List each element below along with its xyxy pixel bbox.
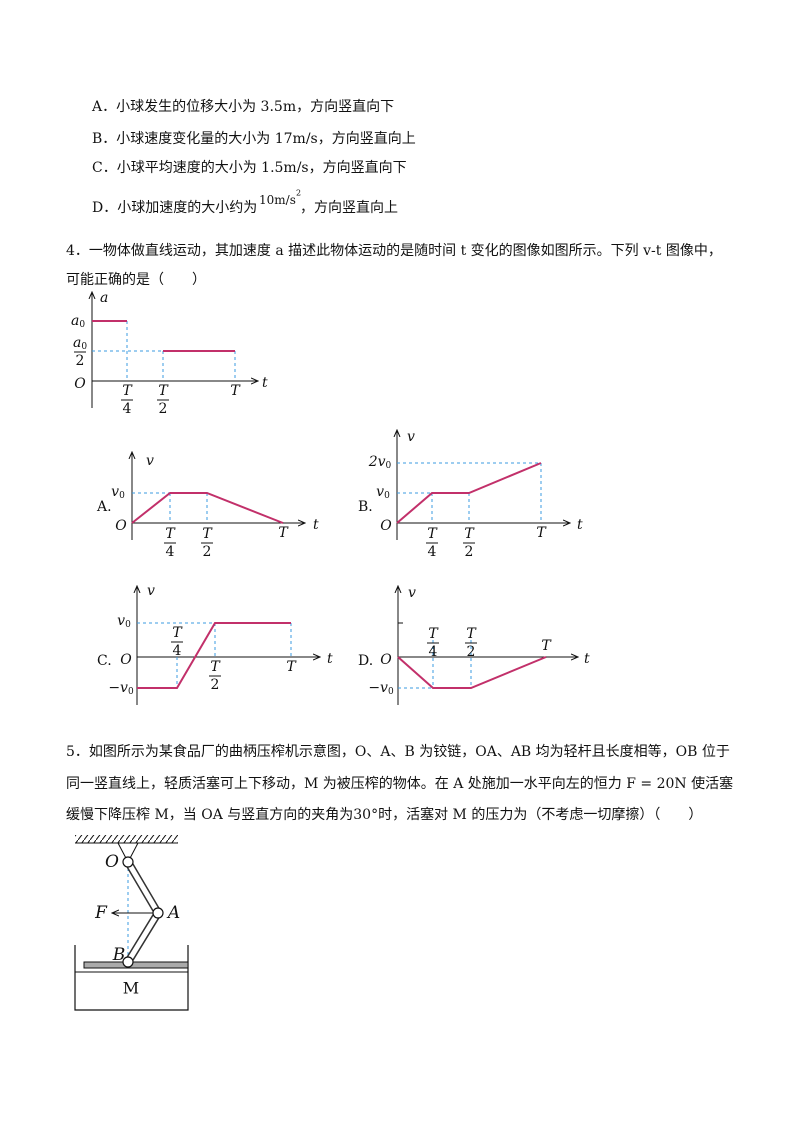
label: t bbox=[262, 375, 268, 391]
formula: 10m/s bbox=[259, 193, 296, 207]
piston bbox=[83, 961, 189, 969]
label: B bbox=[112, 945, 126, 965]
label: 4 bbox=[173, 643, 182, 659]
label: T bbox=[536, 525, 547, 541]
label: O bbox=[105, 852, 119, 872]
option-text: B．小球速度变化量的大小为 17m/s，方向竖直向上 bbox=[92, 130, 416, 147]
container bbox=[74, 945, 189, 1011]
label: a0 bbox=[73, 335, 87, 352]
label: T bbox=[278, 525, 289, 541]
option-text: D．小球加速度的大小约为 bbox=[92, 200, 257, 216]
label: A bbox=[166, 903, 180, 923]
hinge bbox=[122, 956, 134, 968]
label: O bbox=[120, 652, 132, 668]
label-main: 2v bbox=[368, 454, 386, 470]
label: 2 bbox=[76, 353, 85, 369]
option-text: ，方向竖直向上 bbox=[300, 199, 398, 216]
label: T bbox=[122, 383, 133, 399]
label-main: a bbox=[71, 313, 79, 329]
label: v0 bbox=[111, 484, 125, 501]
label: 2 bbox=[211, 677, 220, 693]
label-main: −v bbox=[108, 680, 128, 696]
label: 2 bbox=[159, 401, 168, 417]
question-text: 可能正确的是（ ） bbox=[66, 272, 206, 288]
label: −v0 bbox=[108, 680, 134, 697]
graph-line bbox=[396, 462, 542, 524]
label: a0 bbox=[71, 313, 85, 330]
label: T bbox=[427, 526, 438, 542]
label: A. bbox=[96, 499, 112, 515]
label-sub: 0 bbox=[128, 687, 134, 697]
label-sub: 0 bbox=[79, 320, 85, 330]
graph-line bbox=[137, 622, 291, 689]
label-sub: 0 bbox=[125, 620, 131, 630]
label: 2 bbox=[465, 544, 474, 560]
label: t bbox=[584, 651, 590, 667]
label: −v0 bbox=[368, 680, 394, 697]
label-main: v bbox=[376, 484, 384, 500]
ceiling-hatch bbox=[75, 835, 178, 843]
label: 4 bbox=[123, 401, 132, 417]
label: O bbox=[115, 518, 127, 534]
label: 4 bbox=[429, 644, 438, 660]
question-text: 同一竖直线上，轻质活塞可上下移动，M 为被压榨的物体。在 A 处施加一水平向左的… bbox=[66, 775, 733, 792]
option-text: C．小球平均速度的大小为 1.5m/s，方向竖直向下 bbox=[92, 159, 407, 176]
label: v bbox=[146, 453, 154, 469]
label-sub: 0 bbox=[384, 491, 390, 501]
hinge bbox=[152, 907, 164, 919]
label-sub: 0 bbox=[386, 461, 392, 471]
label: O bbox=[380, 652, 392, 668]
label: v bbox=[408, 585, 416, 601]
label-sub: 0 bbox=[388, 687, 394, 697]
label: T bbox=[202, 526, 213, 542]
label-main: v bbox=[111, 484, 119, 500]
label-sub: 0 bbox=[119, 491, 125, 501]
label: v bbox=[407, 429, 415, 445]
label: F bbox=[94, 903, 108, 923]
label: T bbox=[158, 383, 169, 399]
label: O bbox=[380, 518, 392, 534]
graph-line bbox=[131, 492, 284, 524]
label: t bbox=[313, 517, 319, 533]
question-text: 缓慢下降压榨 M，当 OA 与竖直方向的夹角为30°时，活塞对 M 的压力为（不… bbox=[66, 806, 702, 823]
option-text: A．小球发生的位移大小为 3.5m，方向竖直向下 bbox=[91, 98, 394, 115]
label: T bbox=[541, 638, 552, 654]
label-main: v bbox=[117, 613, 125, 629]
question-text: 4．一物体做直线运动，其加速度 a 描述此物体运动的是随时间 t 变化的图像如图… bbox=[66, 242, 722, 259]
label: D. bbox=[358, 653, 373, 669]
label-main: −v bbox=[368, 680, 388, 696]
label: T bbox=[466, 626, 477, 642]
label: B. bbox=[358, 499, 373, 515]
label: 2v0 bbox=[368, 454, 392, 471]
label: a bbox=[100, 290, 108, 306]
label: v0 bbox=[117, 613, 131, 630]
label: T bbox=[165, 526, 176, 542]
label: T bbox=[230, 383, 241, 399]
graph-line bbox=[397, 656, 547, 689]
label: v bbox=[147, 583, 155, 599]
label: 2 bbox=[203, 544, 212, 560]
question-text: 5．如图所示为某食品厂的曲柄压榨机示意图，O、A、B 为铰链，OA、AB 均为轻… bbox=[66, 743, 730, 760]
label: t bbox=[327, 651, 333, 667]
label: T bbox=[464, 526, 475, 542]
label: M bbox=[123, 979, 139, 998]
label: T bbox=[286, 659, 297, 675]
label-sub: 0 bbox=[81, 342, 87, 352]
label: T bbox=[428, 626, 439, 642]
label: T bbox=[172, 625, 183, 641]
label: 4 bbox=[428, 544, 437, 560]
label: T bbox=[210, 659, 221, 675]
hinge bbox=[122, 856, 134, 868]
formula-sup: 2 bbox=[296, 189, 301, 198]
label: C. bbox=[97, 653, 112, 669]
label: 2 bbox=[467, 644, 476, 660]
label: v0 bbox=[376, 484, 390, 501]
label: 4 bbox=[166, 544, 175, 560]
label-main: a bbox=[73, 335, 81, 351]
label: t bbox=[577, 517, 583, 533]
label: O bbox=[74, 376, 86, 392]
